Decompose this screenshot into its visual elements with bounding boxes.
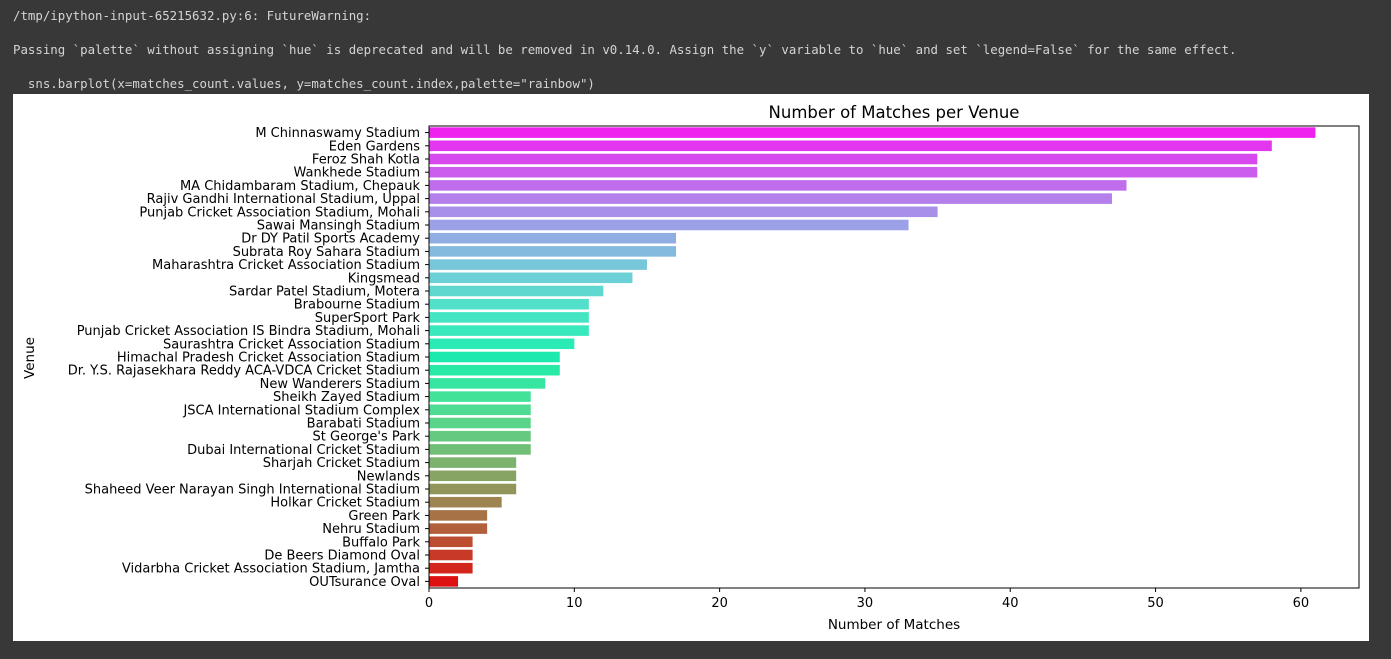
- bar: [429, 351, 560, 363]
- bar: [429, 576, 459, 587]
- bar: [429, 457, 517, 468]
- warning-message: Passing `palette` without assigning `hue…: [13, 42, 1237, 57]
- y-tick-label: Barabati Stadium: [307, 417, 420, 432]
- bar: [429, 153, 1258, 165]
- y-tick-label: Himachal Pradesh Cricket Association Sta…: [117, 351, 420, 366]
- y-tick-label: M Chinnaswamy Stadium: [255, 126, 420, 141]
- bar: [429, 259, 647, 270]
- bar: [429, 127, 1316, 138]
- y-tick-label: Punjab Cricket Association IS Bindra Sta…: [77, 324, 420, 339]
- x-tick-label: 40: [1002, 596, 1019, 611]
- y-tick-label: Wankhede Stadium: [294, 166, 420, 181]
- x-tick-label: 0: [425, 596, 433, 611]
- bar: [429, 562, 473, 574]
- y-tick-label: Eden Gardens: [329, 139, 420, 154]
- y-tick-label: Shaheed Veer Narayan Singh International…: [85, 483, 420, 498]
- y-tick-label: St George's Park: [313, 430, 421, 445]
- x-axis: 0 10 20 30 40 50 60: [425, 588, 1309, 611]
- bar: [429, 430, 531, 442]
- warning-header: /tmp/ipython-input-65215632.py:6: Future…: [13, 8, 372, 23]
- bar: [429, 444, 531, 455]
- y-tick-label: OUTsurance Oval: [309, 575, 420, 590]
- y-tick-label: Saurashtra Cricket Association Stadium: [163, 337, 420, 352]
- y-tick-label: Sharjah Cricket Stadium: [263, 456, 420, 471]
- y-axis-label: Venue: [22, 337, 38, 379]
- y-tick-label: Brabourne Stadium: [294, 298, 420, 313]
- bar: [429, 496, 502, 508]
- y-tick-label: Rajiv Gandhi International Stadium, Uppa…: [147, 192, 420, 207]
- x-axis-label: Number of Matches: [828, 617, 960, 633]
- warning-code-line: sns.barplot(x=matches_count.values, y=ma…: [13, 76, 595, 91]
- y-tick-label: Buffalo Park: [342, 535, 420, 550]
- bar: [429, 404, 531, 416]
- bar: [429, 206, 938, 218]
- bar: [429, 536, 473, 548]
- y-tick-label: Sardar Patel Stadium, Motera: [229, 285, 420, 300]
- y-tick-label: MA Chidambaram Stadium, Chepauk: [180, 179, 420, 194]
- y-tick-label: Nehru Stadium: [322, 522, 420, 537]
- plot-frame: [428, 125, 1360, 589]
- bar: [429, 272, 633, 284]
- chart-figure: Number of Matches per Venue M Chinnaswam…: [13, 94, 1369, 641]
- y-tick-label: SuperSport Park: [315, 311, 421, 326]
- y-tick-label: JSCA International Stadium Complex: [182, 403, 420, 418]
- x-tick-label: 30: [857, 596, 874, 611]
- y-tick-label: Newlands: [357, 469, 420, 484]
- y-tick-label: Vidarbha Cricket Association Stadium, Ja…: [122, 562, 420, 577]
- y-tick-label: Dubai International Cricket Stadium: [187, 443, 420, 458]
- x-tick-label: 50: [1147, 596, 1164, 611]
- x-tick-label: 20: [711, 596, 728, 611]
- bar: [429, 285, 604, 297]
- bar: [429, 510, 488, 521]
- bar: [429, 166, 1258, 178]
- bar: [429, 232, 677, 244]
- bar: [429, 483, 517, 495]
- bar: [429, 193, 1112, 204]
- y-tick-label: Subrata Roy Sahara Stadium: [233, 245, 420, 260]
- y-tick-label: Sawai Mansingh Stadium: [257, 219, 420, 234]
- y-tick-label: New Wanderers Stadium: [260, 377, 420, 392]
- bar: [429, 298, 589, 310]
- x-tick-label: 60: [1293, 596, 1310, 611]
- y-tick-label: Green Park: [348, 509, 420, 524]
- bar: [429, 325, 589, 336]
- bar: [429, 378, 546, 389]
- bar: [429, 391, 531, 402]
- y-tick-label: Kingsmead: [348, 271, 420, 286]
- y-tick-label: Maharashtra Cricket Association Stadium: [152, 258, 420, 273]
- bar: [429, 417, 531, 429]
- y-tick-label: Holkar Cricket Stadium: [270, 496, 420, 511]
- y-tick-label: Dr DY Patil Sports Academy: [241, 232, 420, 247]
- bar: [429, 180, 1127, 191]
- bar: [429, 523, 488, 534]
- bar: [429, 470, 517, 482]
- y-tick-label: Sheikh Zayed Stadium: [273, 390, 420, 405]
- bar: [429, 312, 589, 323]
- bar: [429, 549, 473, 561]
- x-tick-label: 10: [566, 596, 583, 611]
- y-tick-label: Feroz Shah Kotla: [312, 153, 420, 168]
- bar: [429, 246, 677, 257]
- bar-chart-svg: Number of Matches per Venue M Chinnaswam…: [22, 103, 1360, 633]
- bar: [429, 140, 1272, 152]
- chart-title: Number of Matches per Venue: [769, 103, 1020, 122]
- bar: [429, 364, 560, 376]
- y-tick-label: Punjab Cricket Association Stadium, Moha…: [139, 205, 420, 220]
- bar: [429, 338, 575, 350]
- bar: [429, 219, 909, 231]
- y-tick-label: Dr. Y.S. Rajasekhara Reddy ACA-VDCA Cric…: [68, 364, 420, 379]
- bars-group: [429, 127, 1316, 587]
- y-tick-label: De Beers Diamond Oval: [264, 549, 420, 564]
